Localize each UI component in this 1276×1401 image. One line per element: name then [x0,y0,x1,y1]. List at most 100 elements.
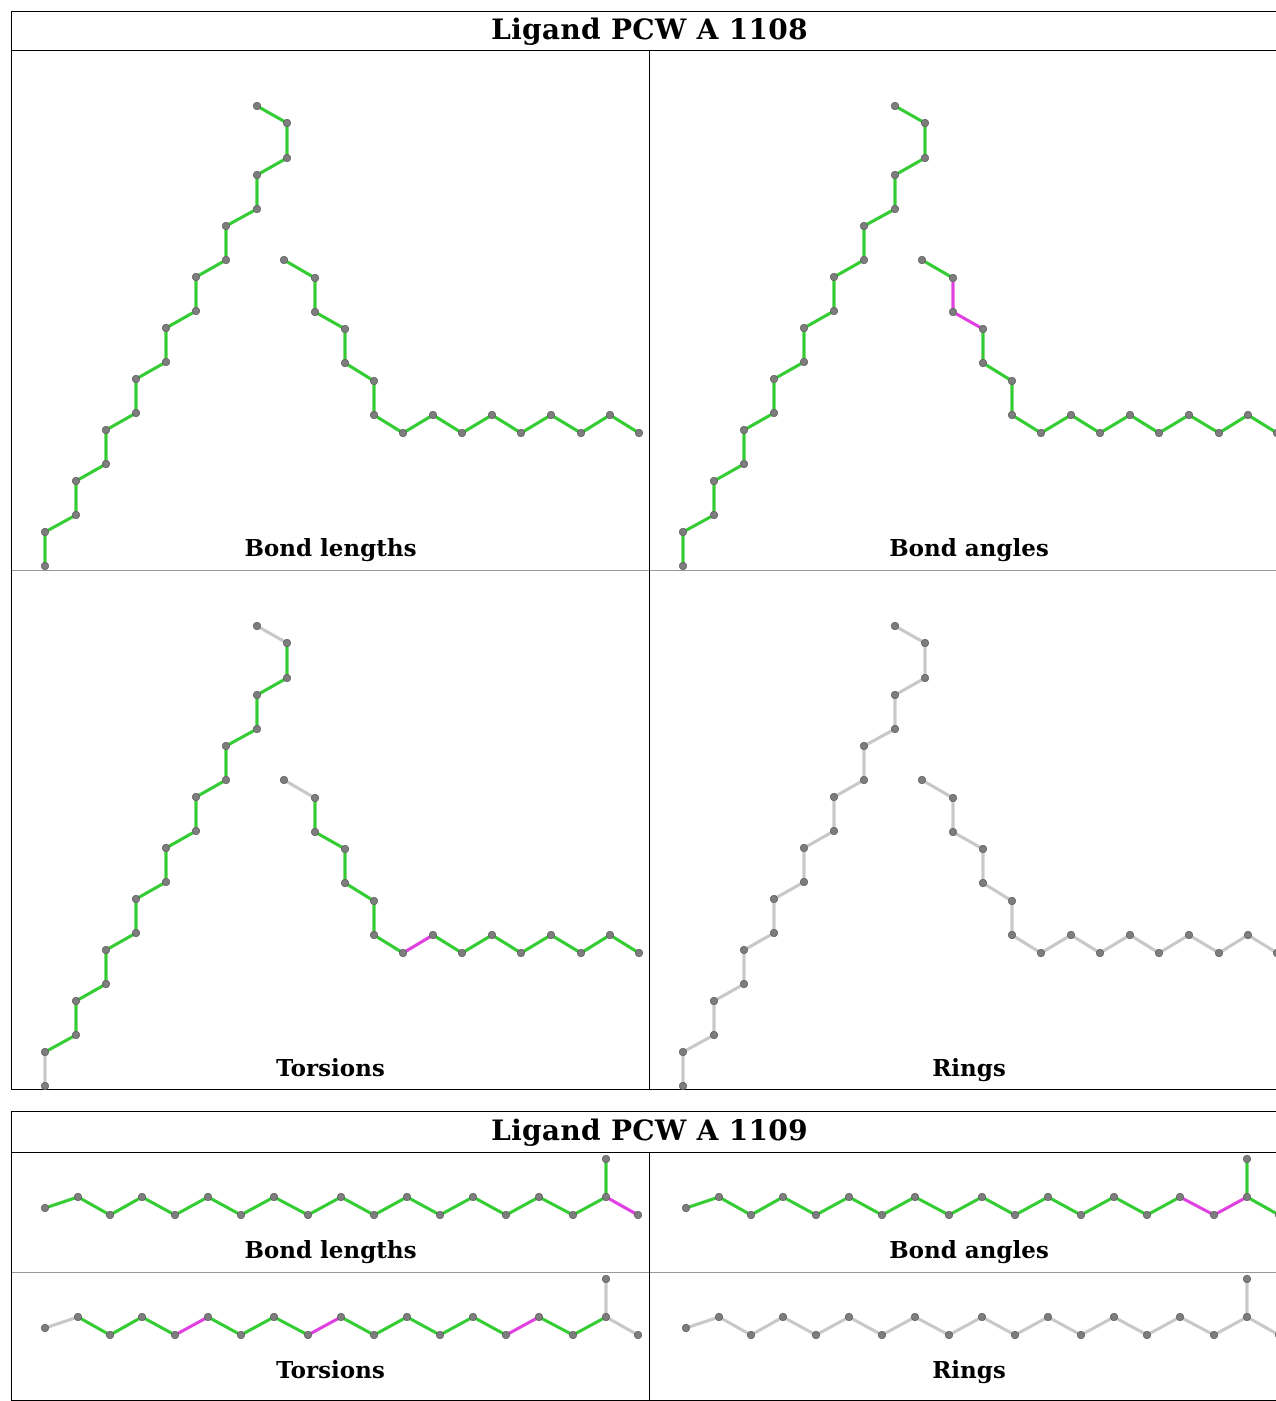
bond [1079,1195,1116,1217]
atom [303,1331,312,1340]
atom [282,119,291,128]
atom [252,724,261,733]
grid-divider-horizontal [650,1272,1276,1273]
bond [164,309,198,330]
atom [40,1047,49,1056]
bond [1212,1195,1249,1217]
bond [913,1315,951,1337]
panel-torsions: Torsions [12,1273,649,1401]
ligand-title: Ligand PCW A 1108 [12,12,1276,51]
bond [1069,413,1102,435]
bond [781,1315,818,1337]
bond [802,829,836,850]
atom [740,979,749,988]
bond [579,413,612,435]
bond [980,1315,1017,1337]
atom [577,428,586,437]
molecule-diagram [40,622,644,1090]
atom [948,273,957,282]
atom [191,272,200,281]
atom [170,1211,179,1220]
atom [1007,376,1016,385]
atom [569,1331,578,1340]
atom [829,826,838,835]
bond [847,1195,884,1217]
atom [516,428,525,437]
atom [1243,1193,1252,1202]
atom [1076,1211,1085,1220]
atom [310,827,319,836]
atom [948,827,957,836]
atom [547,410,556,419]
atom [978,844,987,853]
atom [487,410,496,419]
atom [40,1324,49,1333]
bond [880,1195,917,1217]
atom [740,459,749,468]
atom [948,793,957,802]
bond [1010,933,1043,955]
bond [684,1315,721,1330]
atom [740,945,749,954]
atom [859,741,868,750]
atom [917,255,926,264]
atom [606,410,615,419]
bond [108,1315,144,1337]
atom [1125,410,1134,419]
bond [1187,413,1221,435]
bond [490,933,523,955]
bond [1128,933,1161,955]
bond [1013,1195,1050,1217]
bond [43,513,78,534]
bond [339,1195,376,1217]
grid-divider-vertical [649,1153,650,1401]
bond [343,881,376,903]
atom [569,1211,578,1220]
atom [859,775,868,784]
atom [635,428,644,437]
bond [282,258,317,280]
bond [814,1315,851,1337]
bond [1128,413,1161,435]
atom [920,154,929,163]
bond [862,727,897,748]
bond [206,1195,243,1217]
bond [173,1315,210,1337]
atom [138,1313,147,1322]
atom [890,622,899,631]
atom [678,1081,687,1090]
bond [571,1315,608,1337]
atom [369,410,378,419]
atom [1142,1331,1151,1340]
atom [602,1275,611,1283]
atom [170,1331,179,1340]
atom [710,510,719,519]
atom [799,323,808,332]
panel-caption: Rings [932,1357,1006,1384]
atom [340,878,349,887]
bond [372,1315,409,1337]
bond [1112,1315,1149,1337]
bond [401,933,435,955]
atom [40,1204,49,1213]
atom [203,1193,212,1202]
bond [893,676,927,697]
atom [535,1313,544,1322]
bond [313,310,347,331]
bond [239,1315,276,1337]
bond [306,1315,343,1337]
bond [549,413,583,435]
atom [602,1155,611,1163]
bond [1079,1315,1116,1337]
bond [832,258,866,279]
atom [269,1313,278,1322]
atom [252,102,261,111]
bond [920,778,955,800]
atom [72,996,81,1005]
bond [981,881,1014,903]
atom [602,1313,611,1322]
atom [282,674,291,683]
bond [74,982,108,1003]
atom [547,930,556,939]
bond [206,1315,243,1337]
